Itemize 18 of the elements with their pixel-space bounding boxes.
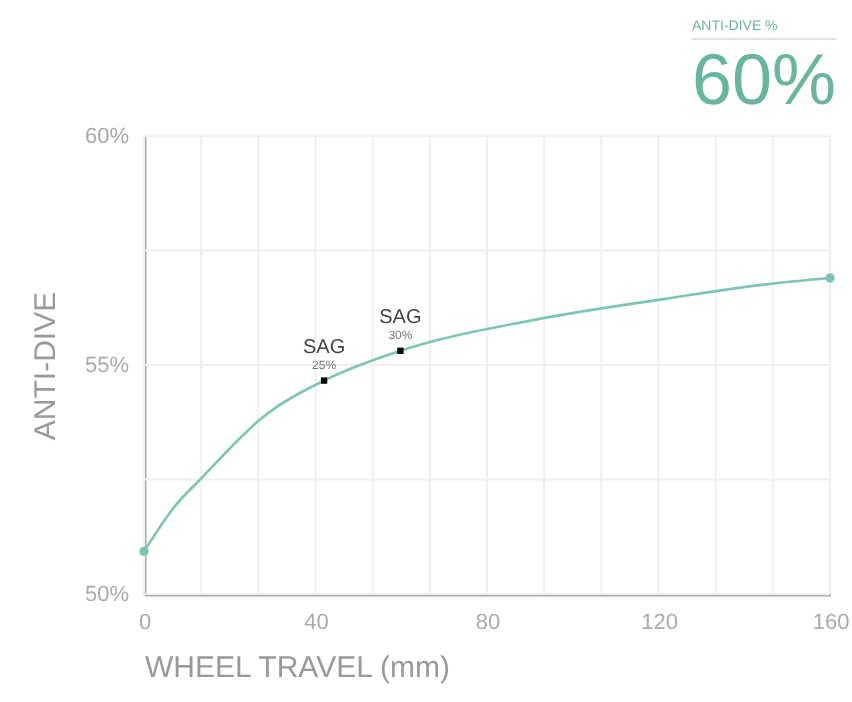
x-tick-label: 120 <box>641 611 678 635</box>
y-tick-label: 55% <box>84 354 130 378</box>
annotation: SAG <box>302 336 346 359</box>
y-axis-title: ANTI-DIVE <box>28 291 63 441</box>
point <box>825 273 835 283</box>
x-axis-title: WHEEL TRAVEL (mm) <box>145 651 451 685</box>
x-tick-label: 160 <box>812 611 850 635</box>
x-tick-label: 40 <box>304 611 329 635</box>
x-tick-label: 0 <box>138 611 152 635</box>
y-tick-label: 50% <box>84 583 130 607</box>
point <box>139 546 149 557</box>
annotation: SAG <box>379 306 422 329</box>
point <box>397 347 404 354</box>
x-tick-label: 80 <box>475 611 501 635</box>
chart-title: 60% <box>692 38 837 120</box>
point <box>320 377 328 384</box>
y-tick-label: 60% <box>84 125 130 149</box>
line-series <box>142 276 832 553</box>
